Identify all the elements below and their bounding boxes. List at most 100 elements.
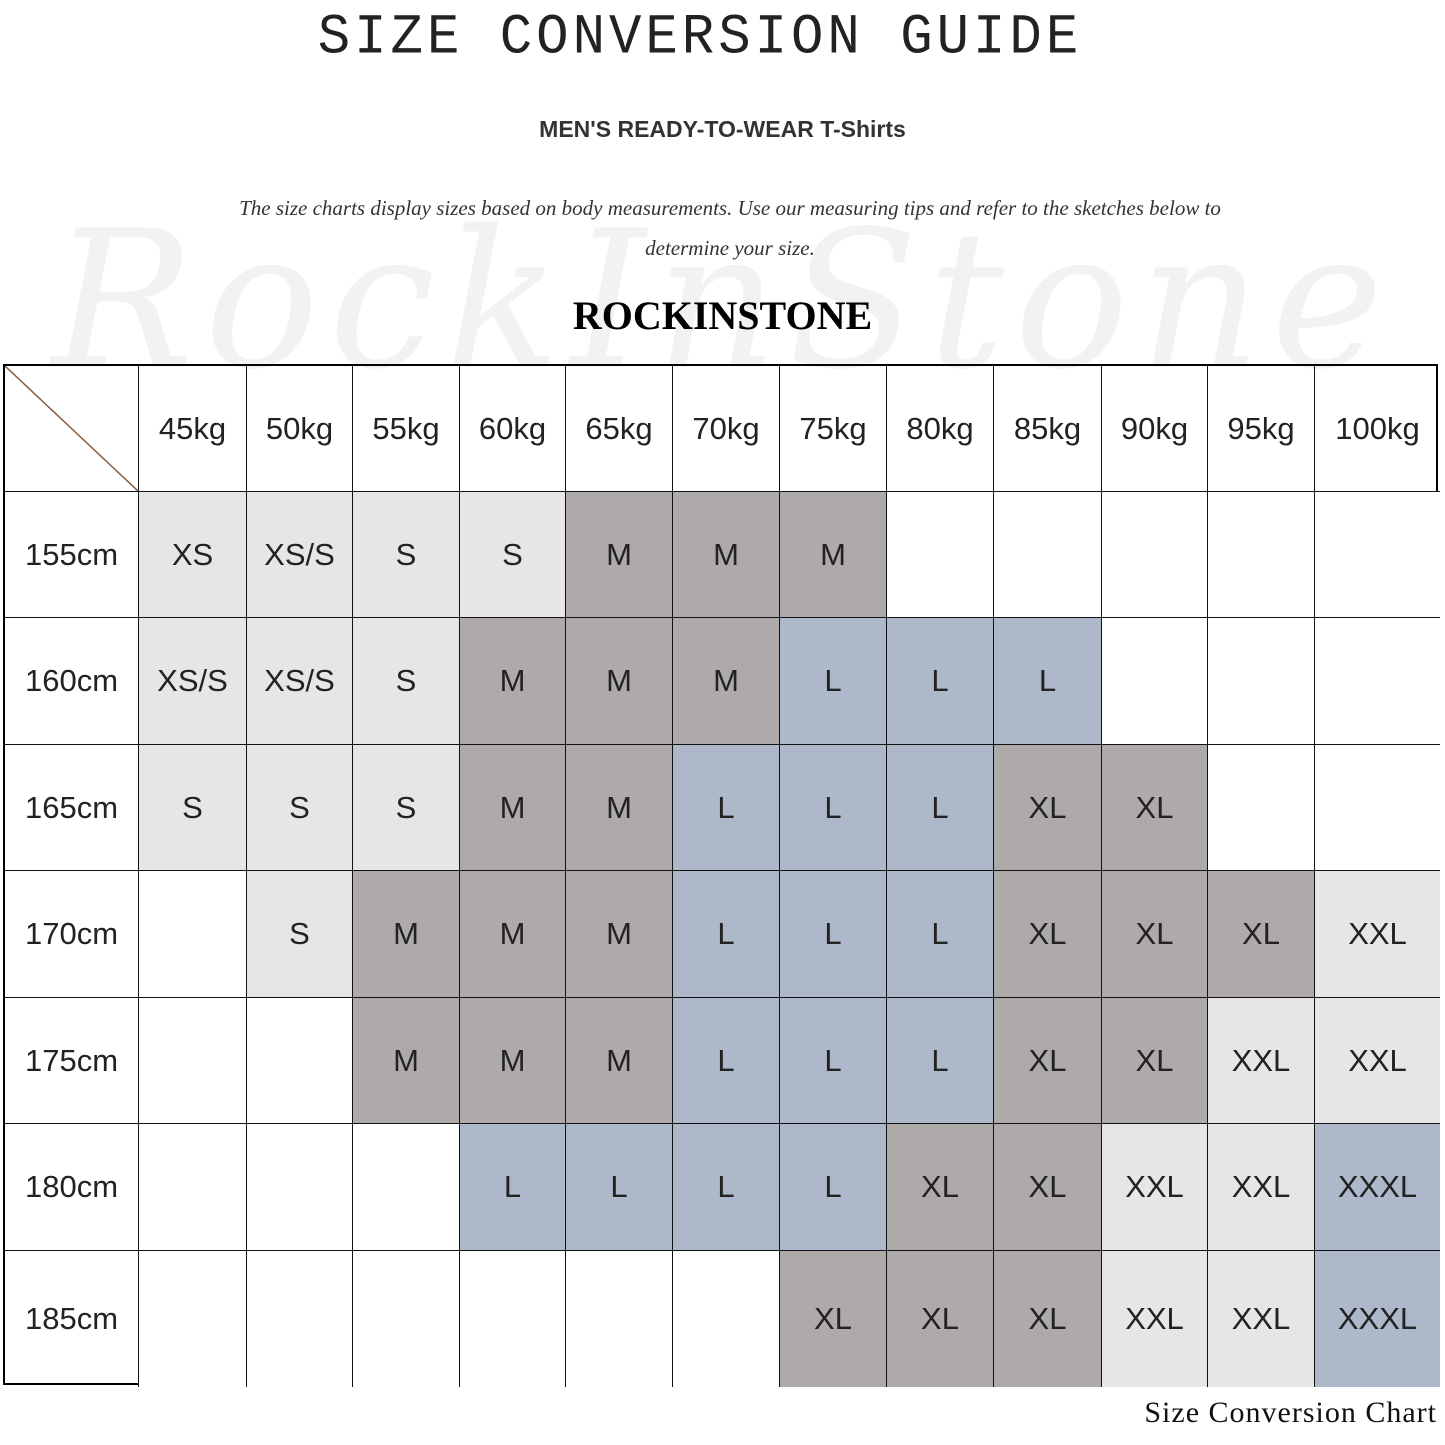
size-cell: S [247,871,353,998]
size-cell: L [887,871,994,998]
column-header: 70kg [673,366,780,492]
column-header: 95kg [1208,366,1315,492]
size-cell: M [353,998,460,1124]
size-cell: M [566,998,673,1124]
size-cell [353,1251,460,1387]
size-cell [887,492,994,618]
size-cell: XXL [1208,1124,1315,1251]
size-cell: L [460,1124,566,1251]
size-cell [1208,618,1315,745]
size-cell: XXL [1208,1251,1315,1387]
size-cell [247,998,353,1124]
size-cell: XL [887,1251,994,1387]
brand-name: ROCKINSTONE [572,293,873,338]
size-cell: L [780,871,887,998]
size-cell: M [460,745,566,871]
size-cell: XL [887,1124,994,1251]
size-cell [1315,492,1440,618]
size-cell: XL [1102,871,1208,998]
size-cell: M [353,871,460,998]
page-subtitle: MEN'S READY-TO-WEAR T-Shirts [539,116,906,142]
row-header: 160cm [5,618,139,745]
column-header: 90kg [1102,366,1208,492]
size-cell [1315,618,1440,745]
size-cell [1102,492,1208,618]
size-cell: L [887,618,994,745]
size-cell: L [780,618,887,745]
size-cell: L [673,871,780,998]
size-cell [139,871,247,998]
watermark-logo: RockInStone [51,190,1394,411]
size-cell [1208,745,1315,871]
size-cell: XL [994,871,1102,998]
size-cell: L [887,745,994,871]
size-table: 45kg 50kg 55kg 60kg 65kg 70kg 75kg 80kg 85kg 90kg… [3,364,1440,1387]
size-cell [247,1251,353,1387]
size-cell [566,1251,673,1387]
size-cell: L [887,998,994,1124]
size-cell: L [994,618,1102,745]
column-header: 55kg [353,366,460,492]
size-cell: M [566,871,673,998]
size-cell: M [460,998,566,1124]
size-cell: L [780,1124,887,1251]
row-header: 165cm [5,745,139,871]
size-cell: XL [994,998,1102,1124]
size-cell [1315,745,1440,871]
size-cell: L [780,745,887,871]
size-cell: S [353,492,460,618]
size-cell: XL [1102,998,1208,1124]
column-header: 50kg [247,366,353,492]
row-header: 175cm [5,998,139,1124]
size-cell: XXL [1102,1251,1208,1387]
size-cell: XS [139,492,247,618]
size-cell: M [460,618,566,745]
size-cell [1102,618,1208,745]
size-cell: S [460,492,566,618]
diagonal-line-icon [5,366,138,491]
size-cell: M [673,492,780,618]
size-cell [353,1124,460,1251]
size-cell: XL [994,1251,1102,1387]
column-header: 85kg [994,366,1102,492]
size-cell: L [673,745,780,871]
size-cell: XXXL [1315,1124,1440,1251]
description: The size charts display sizes based on b… [239,196,1221,260]
corner-cell [5,366,139,492]
size-cell: XS/S [139,618,247,745]
size-cell: M [566,618,673,745]
size-cell: S [353,745,460,871]
column-header: 45kg [139,366,247,492]
row-header: 185cm [5,1251,139,1387]
size-cell: XL [1208,871,1315,998]
size-cell: XS/S [247,492,353,618]
size-cell [247,1124,353,1251]
size-cell: XXL [1315,871,1440,998]
size-cell [139,1251,247,1387]
size-cell: XL [780,1251,887,1387]
size-cell: XXXL [1315,1251,1440,1387]
size-cell: M [673,618,780,745]
row-header: 155cm [5,492,139,618]
size-cell: XL [1102,745,1208,871]
column-header: 100kg [1315,366,1440,492]
column-header: 60kg [460,366,566,492]
column-header: 75kg [780,366,887,492]
size-cell: S [353,618,460,745]
size-cell: L [566,1124,673,1251]
size-cell: XS/S [247,618,353,745]
size-cell [994,492,1102,618]
size-cell: XXL [1315,998,1440,1124]
footer-caption: Size Conversion Chart [1144,1396,1437,1429]
size-cell [460,1251,566,1387]
size-cell: L [780,998,887,1124]
row-header: 180cm [5,1124,139,1251]
column-header: 65kg [566,366,673,492]
size-cell: M [780,492,887,618]
size-cell [139,998,247,1124]
size-cell: M [460,871,566,998]
size-cell: L [673,1124,780,1251]
size-cell: M [566,492,673,618]
size-cell [673,1251,780,1387]
size-cell [139,1124,247,1251]
